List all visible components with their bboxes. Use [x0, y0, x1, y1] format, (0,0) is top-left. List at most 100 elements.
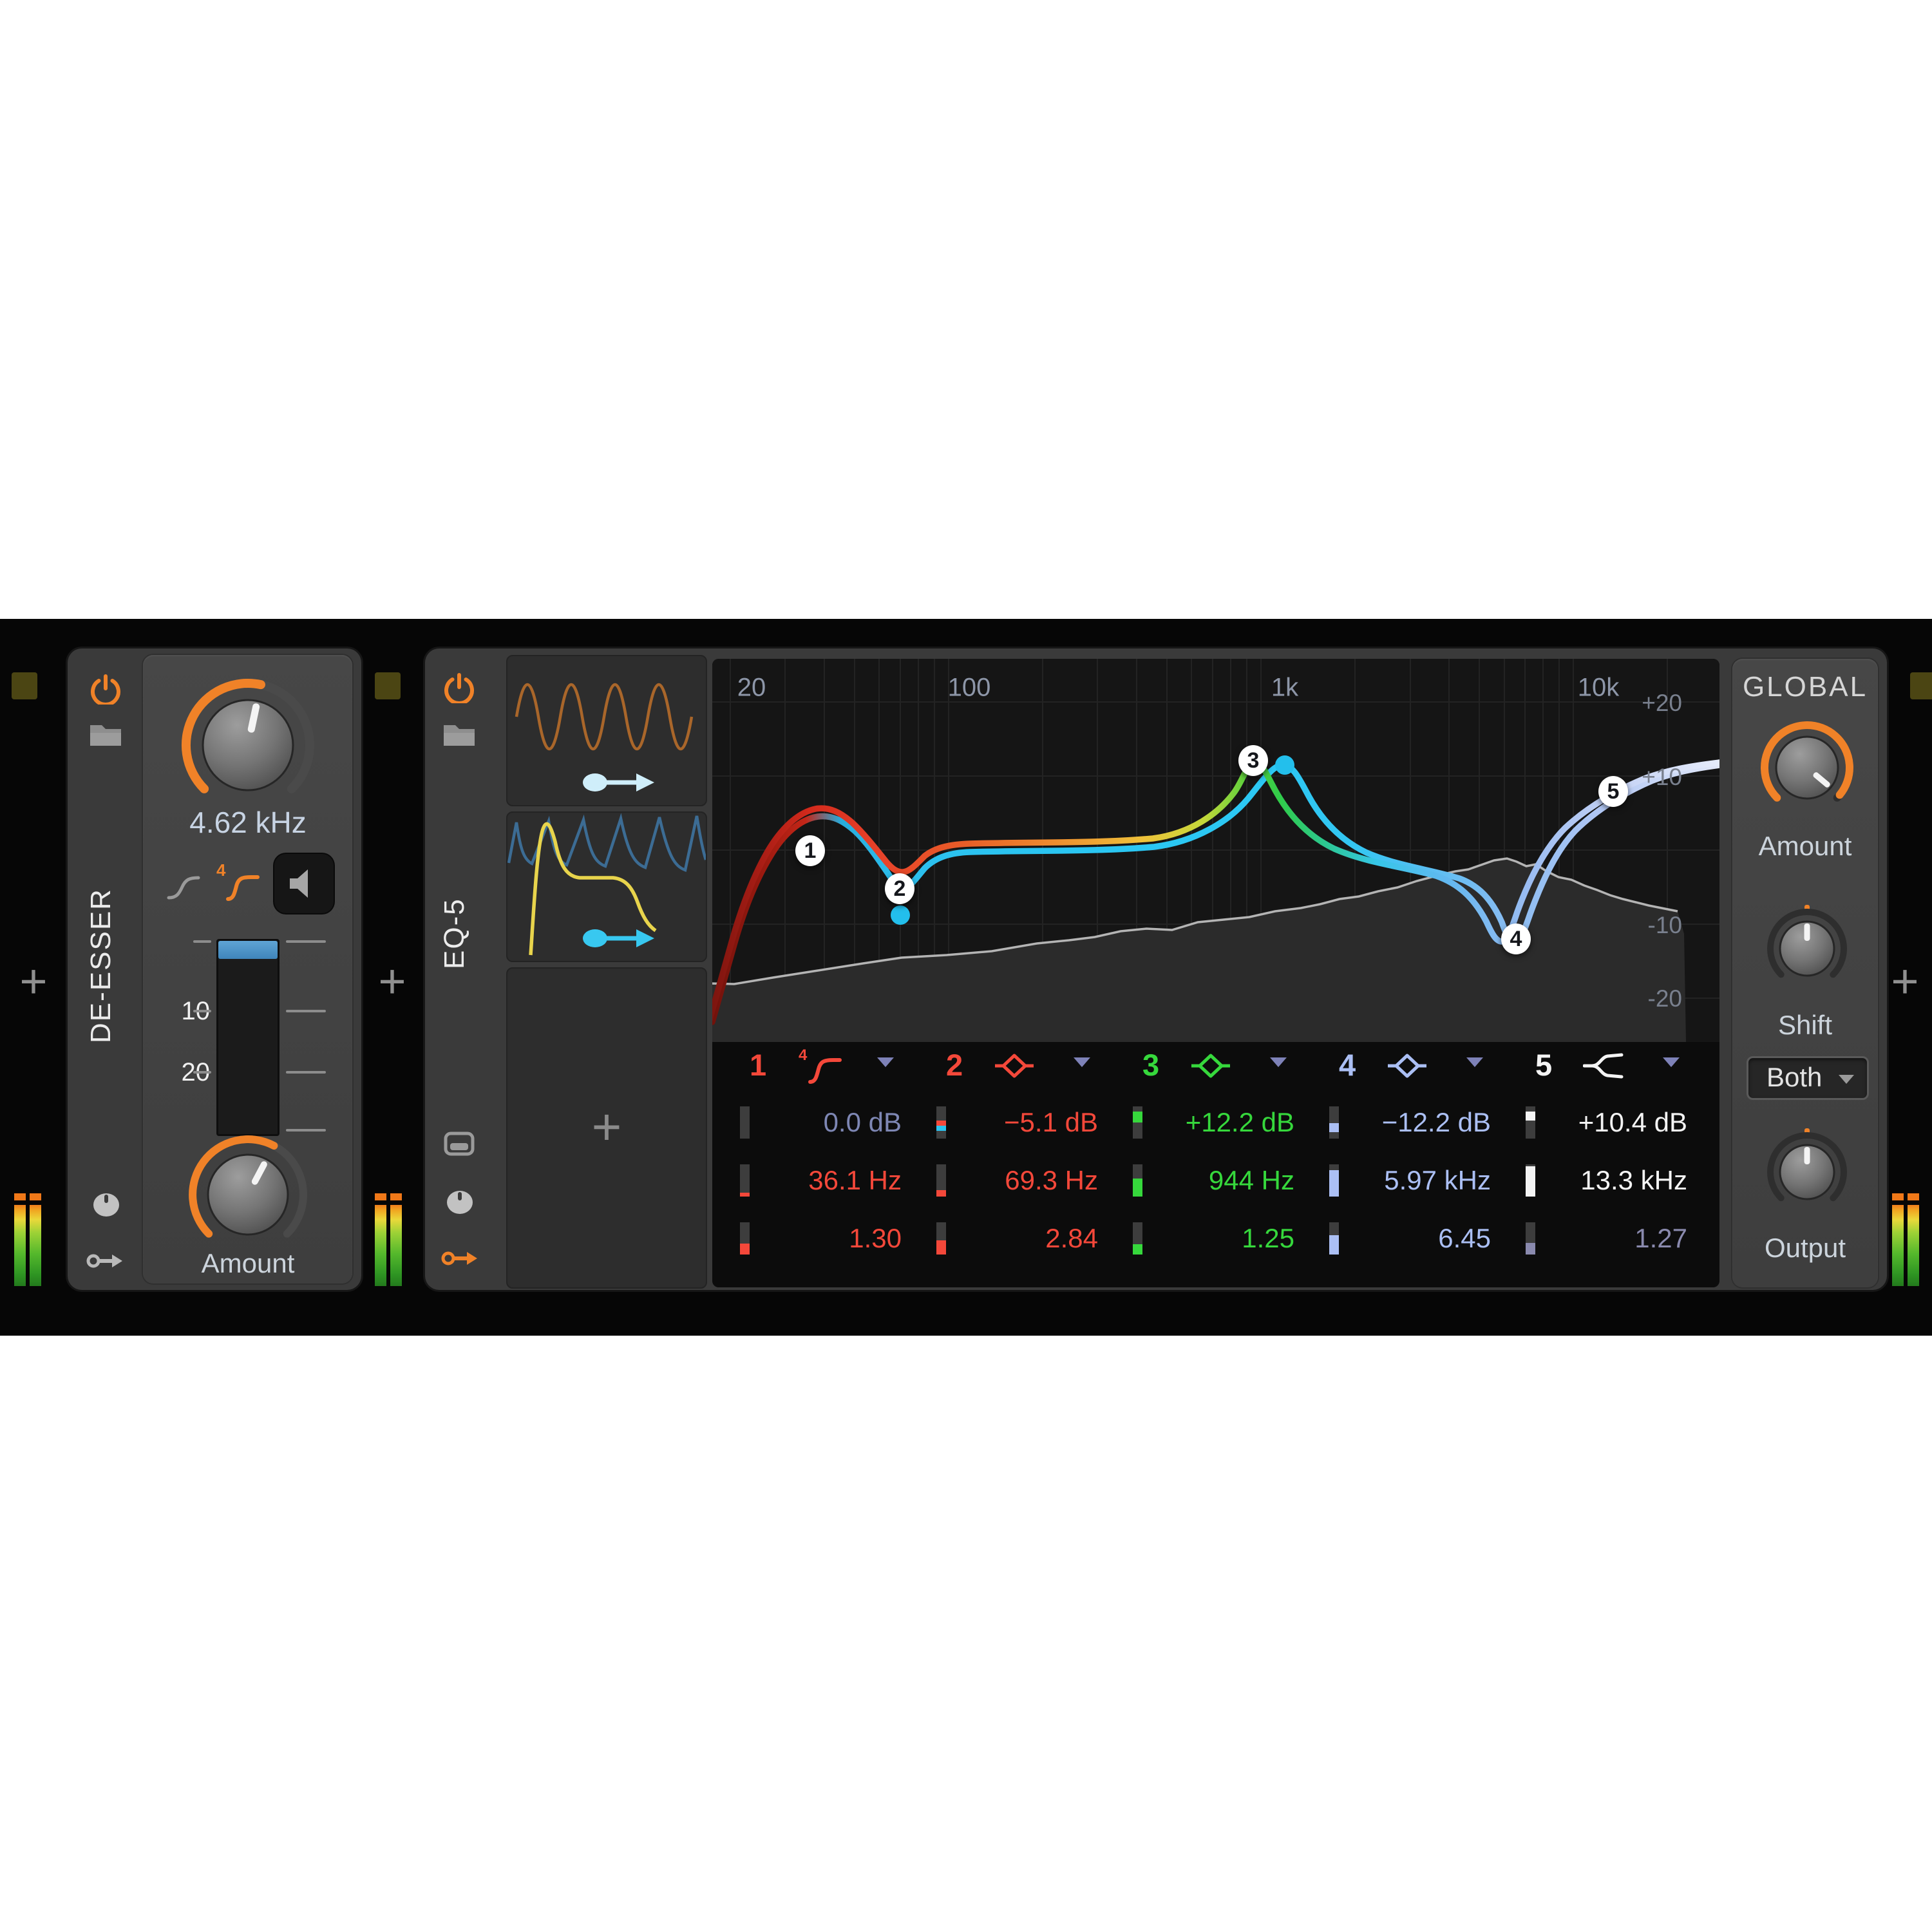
- band-3-bell-icon[interactable]: [1190, 1050, 1231, 1082]
- eq-node-5[interactable]: 5: [1598, 776, 1628, 807]
- db-tick-minus10: -10: [1647, 912, 1682, 938]
- slope-12db-icon[interactable]: [166, 871, 201, 902]
- band-2-type-dropdown[interactable]: [1074, 1057, 1090, 1067]
- band-3-gain[interactable]: +12.2 dB: [1185, 1107, 1294, 1137]
- device-name[interactable]: EQ-5: [439, 898, 470, 970]
- freq-tick-100: 100: [947, 673, 991, 702]
- band-3-type-dropdown[interactable]: [1270, 1057, 1287, 1067]
- band-3-q-slider[interactable]: [1133, 1222, 1142, 1255]
- shifted-node-handle[interactable]: [1275, 755, 1294, 775]
- band-5-freq-slider[interactable]: [1526, 1164, 1535, 1197]
- level-meter: [14, 1193, 26, 1286]
- band-5-type-dropdown[interactable]: [1663, 1057, 1680, 1067]
- band-4-bell-icon[interactable]: [1387, 1050, 1428, 1082]
- slope-24db-icon[interactable]: 4: [215, 862, 260, 902]
- remote-controls-knob-icon[interactable]: [93, 1191, 120, 1218]
- frequency-value[interactable]: 4.62 kHz: [189, 806, 307, 839]
- band-1-q[interactable]: 1.30: [849, 1223, 902, 1253]
- band-5-gain-slider[interactable]: [1526, 1106, 1535, 1139]
- eq-node-3[interactable]: 3: [1238, 745, 1268, 776]
- band-2-freq[interactable]: 69.3 Hz: [1005, 1165, 1098, 1195]
- power-icon[interactable]: [90, 674, 121, 705]
- speaker-icon: [290, 869, 308, 898]
- band-2-gain-slider[interactable]: [936, 1106, 946, 1139]
- band-1-gain-slider[interactable]: [740, 1106, 750, 1139]
- band-4-type-dropdown[interactable]: [1466, 1057, 1483, 1067]
- band-3-q[interactable]: 1.25: [1242, 1223, 1294, 1253]
- preset-folder-icon[interactable]: [89, 721, 122, 748]
- global-shift-knob[interactable]: [1762, 904, 1852, 994]
- routing-icon[interactable]: [86, 1248, 124, 1274]
- level-meter: [30, 1193, 41, 1286]
- band-5-gain[interactable]: +10.4 dB: [1578, 1107, 1687, 1137]
- band-1-gain[interactable]: 0.0 dB: [823, 1107, 902, 1137]
- band-4-freq-slider[interactable]: [1329, 1164, 1339, 1197]
- modulation-arrow-icon: [583, 929, 654, 947]
- band-2-q[interactable]: 2.84: [1045, 1223, 1098, 1253]
- remote-controls-knob-icon[interactable]: [446, 1189, 473, 1216]
- band-2-number: 2: [946, 1048, 963, 1082]
- band-4-q-slider[interactable]: [1329, 1222, 1339, 1255]
- device-name[interactable]: DE-ESSER: [85, 888, 117, 1044]
- device-color-chip[interactable]: [1910, 672, 1932, 699]
- power-icon[interactable]: [444, 672, 475, 703]
- global-mode-dropdown[interactable]: Both: [1747, 1056, 1869, 1100]
- eq-curve-main: [712, 757, 1719, 1021]
- band-1-freq[interactable]: 36.1 Hz: [808, 1165, 902, 1195]
- eq-graph[interactable]: [712, 659, 1719, 1287]
- band-4-gain[interactable]: −12.2 dB: [1381, 1107, 1491, 1137]
- band-1-type-dropdown[interactable]: [877, 1057, 894, 1067]
- db-tick-plus10: +10: [1642, 764, 1682, 790]
- band-5-q-slider[interactable]: [1526, 1222, 1535, 1255]
- band-5-q[interactable]: 1.27: [1634, 1223, 1687, 1253]
- band-3-gain-slider[interactable]: [1133, 1106, 1142, 1139]
- modulator-slot-envelope[interactable]: [506, 811, 707, 962]
- band-3-freq[interactable]: 944 Hz: [1208, 1165, 1294, 1195]
- band-5-highshelf-icon[interactable]: [1583, 1050, 1624, 1082]
- band-4-gain-slider[interactable]: [1329, 1106, 1339, 1139]
- band-3-freq-slider[interactable]: [1133, 1164, 1142, 1197]
- band-1-freq-slider[interactable]: [740, 1164, 750, 1197]
- device-color-chip[interactable]: [12, 672, 37, 699]
- eq-curve-shifted: [712, 762, 1719, 1025]
- eq-graph-canvas: [712, 659, 1719, 1042]
- eq-node-2[interactable]: 2: [885, 873, 914, 904]
- eq-node-4[interactable]: 4: [1501, 923, 1531, 954]
- add-modulator-slot[interactable]: +: [506, 967, 707, 1289]
- global-output-knob[interactable]: [1762, 1127, 1852, 1217]
- global-amount-knob[interactable]: [1753, 714, 1861, 822]
- band-2-gain[interactable]: −5.1 dB: [1004, 1107, 1098, 1137]
- band-2-freq-slider[interactable]: [936, 1164, 946, 1197]
- expanded-view-icon[interactable]: [444, 1132, 475, 1156]
- add-device-button[interactable]: +: [19, 954, 48, 1008]
- routing-icon[interactable]: [441, 1245, 478, 1271]
- device-color-chip[interactable]: [375, 672, 401, 699]
- band-1-lowcut-icon[interactable]: 4: [797, 1047, 842, 1084]
- band-5-freq[interactable]: 13.3 kHz: [1580, 1165, 1687, 1195]
- preset-folder-icon[interactable]: [442, 721, 476, 748]
- add-device-button[interactable]: +: [378, 954, 406, 1008]
- level-meter: [1892, 1193, 1904, 1286]
- freq-tick-20: 20: [737, 673, 766, 702]
- modulation-arrow-icon: [583, 773, 654, 791]
- eq-node-1[interactable]: 1: [795, 835, 825, 866]
- band-4-number: 4: [1339, 1048, 1356, 1082]
- band-4-freq[interactable]: 5.97 kHz: [1384, 1165, 1491, 1195]
- level-meter: [375, 1193, 386, 1286]
- global-mode-value: Both: [1766, 1062, 1823, 1092]
- band-4-q[interactable]: 6.45: [1438, 1223, 1491, 1253]
- band-2-q-slider[interactable]: [936, 1222, 946, 1255]
- add-device-button[interactable]: +: [1891, 954, 1919, 1008]
- threshold-slider-handle[interactable]: [218, 941, 278, 959]
- threshold-slider[interactable]: [216, 939, 279, 1136]
- amount-knob[interactable]: [184, 1130, 312, 1259]
- audition-button[interactable]: [274, 854, 334, 913]
- band-1-q-slider[interactable]: [740, 1222, 750, 1255]
- spectrum-analyzer: [712, 857, 1686, 1042]
- add-modulator-plus[interactable]: +: [591, 1098, 622, 1155]
- band-2-bell-icon[interactable]: [994, 1050, 1035, 1082]
- global-output-label: Output: [1764, 1233, 1846, 1263]
- modulator-slot-lfo[interactable]: [506, 655, 707, 806]
- shifted-node-handle[interactable]: [891, 905, 910, 925]
- frequency-knob[interactable]: [175, 672, 321, 819]
